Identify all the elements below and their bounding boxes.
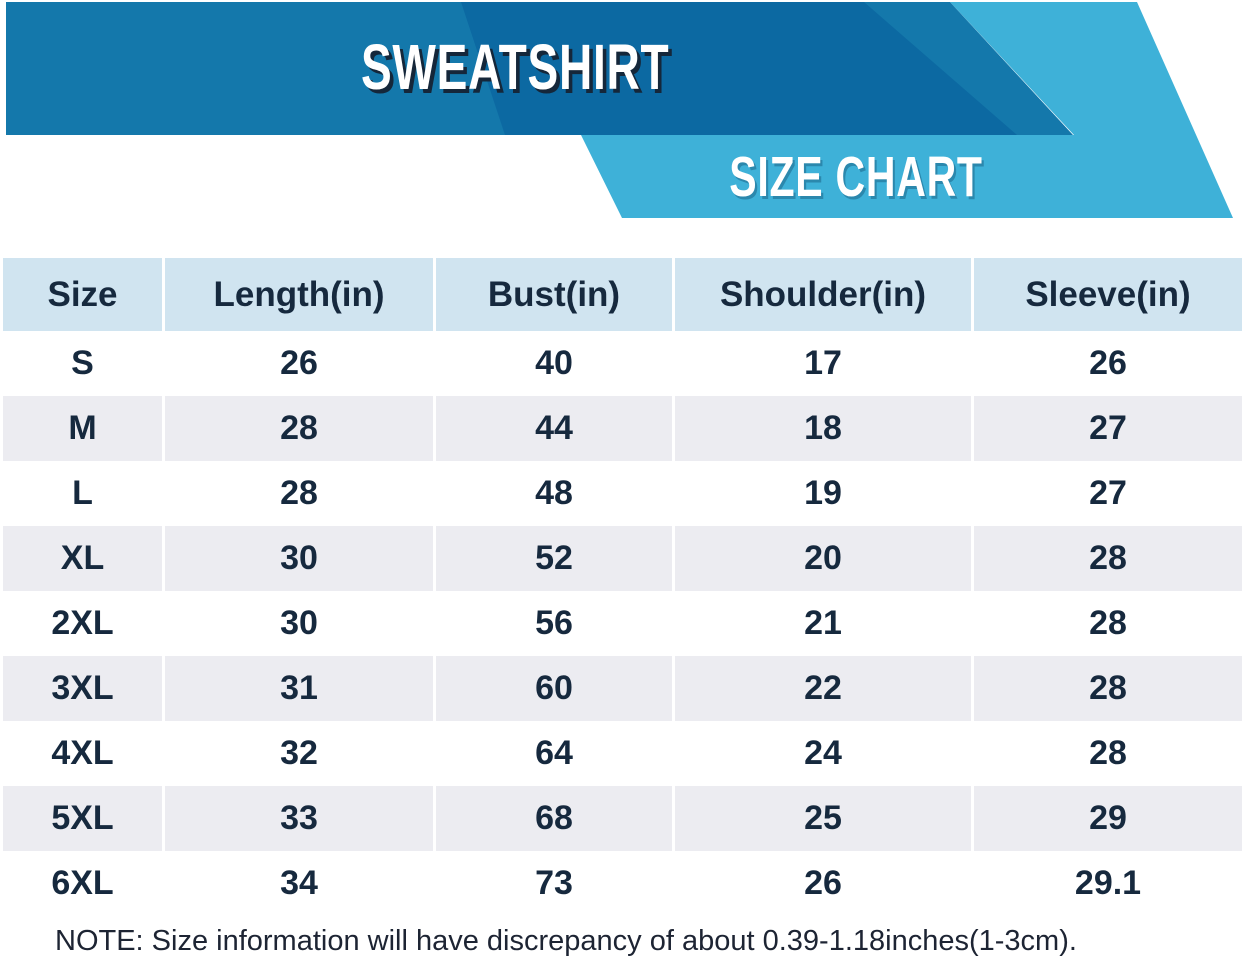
table-cell-s-col4: 26 [974, 331, 1242, 396]
table-cell-4xl-col3: 24 [675, 721, 971, 786]
column-header-length: Length(in) [165, 258, 433, 331]
table-cell-6xl-col4: 29.1 [974, 851, 1242, 916]
header-banner: SWEATSHIRT SIZE CHART [0, 0, 1243, 222]
table-cell-4xl-col2: 64 [436, 721, 672, 786]
column-header-shoulder: Shoulder(in) [675, 258, 971, 331]
table-cell-2xl-col1: 30 [165, 591, 433, 656]
size-chart-table: Size Length(in) Bust(in) Shoulder(in) Sl… [3, 258, 1242, 916]
table-cell-2xl-col0: 2XL [3, 591, 162, 656]
table-cell-3xl-col3: 22 [675, 656, 971, 721]
table-cell-l-col0: L [3, 461, 162, 526]
table-cell-l-col4: 27 [974, 461, 1242, 526]
table-cell-4xl-col1: 32 [165, 721, 433, 786]
table-cell-m-col4: 27 [974, 396, 1242, 461]
column-header-bust: Bust(in) [436, 258, 672, 331]
table-cell-m-col1: 28 [165, 396, 433, 461]
table-cell-5xl-col0: 5XL [3, 786, 162, 851]
table-cell-s-col0: S [3, 331, 162, 396]
column-header-sleeve: Sleeve(in) [974, 258, 1242, 331]
table-cell-xl-col0: XL [3, 526, 162, 591]
light-blue-ribbon-shape [581, 2, 1233, 218]
table-cell-2xl-col4: 28 [974, 591, 1242, 656]
table-cell-3xl-col4: 28 [974, 656, 1242, 721]
table-cell-3xl-col1: 31 [165, 656, 433, 721]
table-cell-3xl-col2: 60 [436, 656, 672, 721]
table-cell-5xl-col2: 68 [436, 786, 672, 851]
table-cell-2xl-col2: 56 [436, 591, 672, 656]
table-cell-xl-col2: 52 [436, 526, 672, 591]
table-cell-6xl-col3: 26 [675, 851, 971, 916]
table-cell-5xl-col3: 25 [675, 786, 971, 851]
table-cell-4xl-col4: 28 [974, 721, 1242, 786]
product-title: SWEATSHIRT [360, 31, 670, 103]
table-cell-xl-col1: 30 [165, 526, 433, 591]
table-cell-6xl-col1: 34 [165, 851, 433, 916]
table-cell-3xl-col0: 3XL [3, 656, 162, 721]
table-cell-xl-col4: 28 [974, 526, 1242, 591]
table-cell-6xl-col2: 73 [436, 851, 672, 916]
table-cell-s-col2: 40 [436, 331, 672, 396]
table-cell-2xl-col3: 21 [675, 591, 971, 656]
table-cell-s-col3: 17 [675, 331, 971, 396]
table-cell-l-col1: 28 [165, 461, 433, 526]
table-cell-m-col2: 44 [436, 396, 672, 461]
table-cell-4xl-col0: 4XL [3, 721, 162, 786]
table-cell-l-col2: 48 [436, 461, 672, 526]
size-discrepancy-note: NOTE: Size information will have discrep… [55, 925, 1077, 957]
dark-parallelogram-shape [461, 2, 1017, 135]
table-cell-6xl-col0: 6XL [3, 851, 162, 916]
size-chart-title: SIZE CHART [729, 144, 983, 209]
column-header-size: Size [3, 258, 162, 331]
table-cell-l-col3: 19 [675, 461, 971, 526]
table-cell-xl-col3: 20 [675, 526, 971, 591]
table-cell-s-col1: 26 [165, 331, 433, 396]
table-cell-5xl-col1: 33 [165, 786, 433, 851]
table-cell-5xl-col4: 29 [974, 786, 1242, 851]
table-cell-m-col3: 18 [675, 396, 971, 461]
table-cell-m-col0: M [3, 396, 162, 461]
